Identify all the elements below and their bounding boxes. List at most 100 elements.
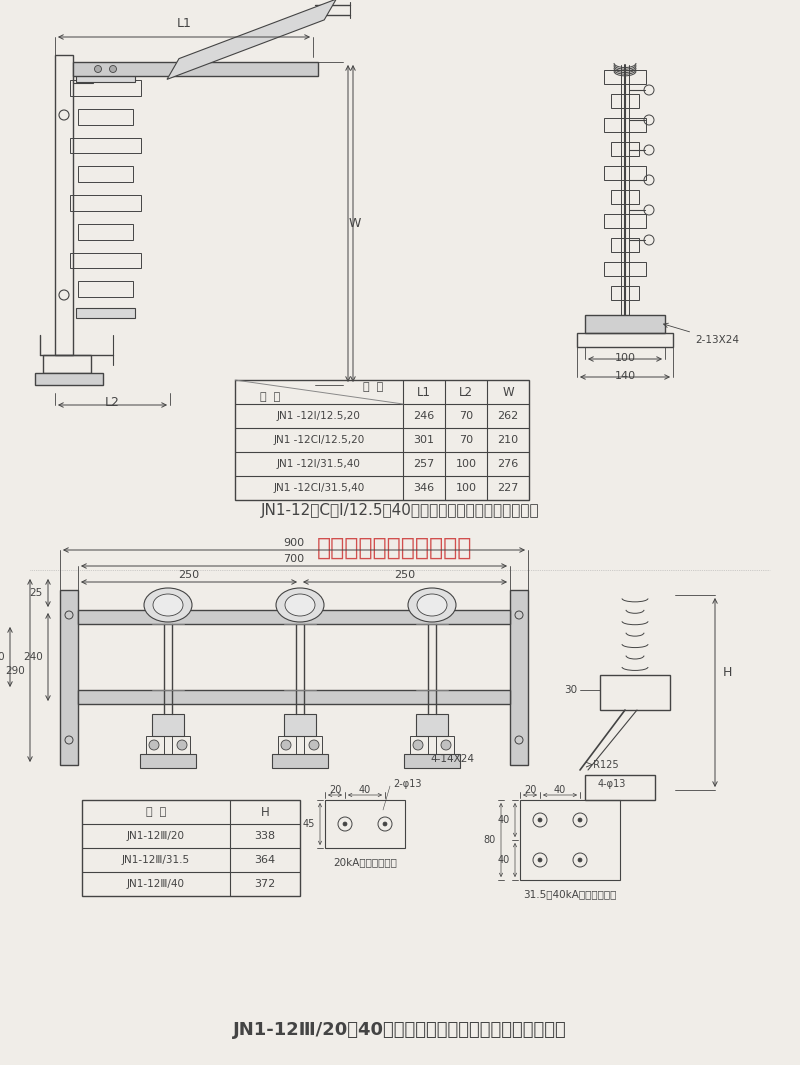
Bar — [604, 70, 646, 84]
Bar — [585, 315, 665, 333]
Bar — [520, 800, 620, 880]
Text: 20: 20 — [524, 785, 536, 794]
Text: W: W — [349, 217, 361, 230]
Circle shape — [441, 740, 451, 750]
Text: 100: 100 — [0, 652, 5, 662]
Bar — [611, 142, 639, 157]
Text: 250: 250 — [394, 570, 415, 580]
Ellipse shape — [276, 588, 324, 622]
Polygon shape — [167, 0, 336, 80]
Ellipse shape — [417, 594, 447, 616]
Ellipse shape — [408, 588, 456, 622]
Text: 型  号: 型 号 — [260, 392, 280, 402]
Text: >R125: >R125 — [585, 760, 618, 770]
Text: 型  号: 型 号 — [146, 807, 166, 817]
Bar — [78, 224, 133, 240]
Text: W: W — [502, 386, 514, 398]
Text: 30: 30 — [564, 685, 577, 695]
Bar — [272, 754, 328, 768]
Bar — [416, 714, 448, 736]
Bar — [585, 775, 655, 800]
Text: 70: 70 — [459, 411, 473, 421]
Text: 700: 700 — [283, 554, 305, 564]
Text: 20kA接线端子尺寸: 20kA接线端子尺寸 — [333, 857, 397, 867]
Text: 2-13X24: 2-13X24 — [663, 323, 739, 345]
Bar — [604, 118, 646, 132]
Text: 40: 40 — [359, 785, 371, 794]
Circle shape — [281, 740, 291, 750]
Text: 31.5～40kA接线端子尺寸: 31.5～40kA接线端子尺寸 — [523, 889, 617, 899]
Text: 100: 100 — [614, 353, 635, 363]
Text: JN1 -12CⅠ/12.5,20: JN1 -12CⅠ/12.5,20 — [274, 435, 365, 445]
Bar — [73, 75, 93, 83]
Text: 140: 140 — [614, 371, 635, 381]
Circle shape — [578, 858, 582, 862]
Text: 346: 346 — [414, 484, 434, 493]
Text: 100: 100 — [455, 459, 477, 469]
Text: 227: 227 — [498, 484, 518, 493]
Bar — [325, 800, 405, 848]
Text: 20: 20 — [329, 785, 341, 794]
Ellipse shape — [144, 588, 192, 622]
Bar — [43, 355, 91, 373]
Circle shape — [413, 740, 423, 750]
Text: JN1 -12Ⅰ/31.5,40: JN1 -12Ⅰ/31.5,40 — [277, 459, 361, 469]
Bar — [611, 286, 639, 300]
Circle shape — [309, 740, 319, 750]
Circle shape — [177, 740, 187, 750]
Bar — [611, 237, 639, 252]
Text: 仪征富非特电器有限公司: 仪征富非特电器有限公司 — [318, 536, 473, 560]
Bar — [304, 736, 322, 754]
Bar — [404, 754, 460, 768]
Text: 250: 250 — [178, 570, 199, 580]
Bar — [611, 190, 639, 204]
Bar — [140, 754, 196, 768]
Circle shape — [538, 818, 542, 822]
Text: 276: 276 — [498, 459, 518, 469]
Bar — [78, 166, 133, 182]
Bar — [78, 109, 133, 125]
Bar — [78, 690, 510, 704]
Text: 70: 70 — [459, 435, 473, 445]
Bar — [235, 380, 529, 499]
Bar — [82, 800, 300, 896]
Text: JN1-12（C）Ⅰ/12.5～40单相接地开关外形及安装尺寸图: JN1-12（C）Ⅰ/12.5～40单相接地开关外形及安装尺寸图 — [261, 503, 539, 518]
Text: 尺  寸: 尺 寸 — [363, 382, 383, 392]
Circle shape — [110, 66, 117, 72]
Text: 25: 25 — [30, 588, 43, 599]
Circle shape — [94, 66, 102, 72]
Circle shape — [538, 858, 542, 862]
Text: 262: 262 — [498, 411, 518, 421]
Bar — [152, 714, 184, 736]
Bar — [60, 590, 78, 765]
Text: 100: 100 — [455, 484, 477, 493]
Text: H: H — [261, 805, 270, 819]
Text: JN1-12Ⅲ/31.5: JN1-12Ⅲ/31.5 — [122, 855, 190, 865]
Text: 257: 257 — [414, 459, 434, 469]
Circle shape — [578, 818, 582, 822]
Text: 364: 364 — [254, 855, 275, 865]
Circle shape — [383, 822, 387, 826]
Text: JN1 -12Ⅰ/12.5,20: JN1 -12Ⅰ/12.5,20 — [277, 411, 361, 421]
Bar — [604, 262, 646, 277]
Bar — [70, 252, 141, 268]
Ellipse shape — [285, 594, 315, 616]
Text: 40: 40 — [554, 785, 566, 794]
Text: L1: L1 — [177, 17, 191, 30]
Text: L2: L2 — [459, 386, 473, 398]
Bar — [78, 610, 510, 624]
Bar — [600, 675, 670, 710]
Text: 290: 290 — [6, 666, 25, 675]
Bar — [76, 308, 135, 318]
Bar — [410, 736, 428, 754]
Text: JN1 -12CⅠ/31.5,40: JN1 -12CⅠ/31.5,40 — [274, 484, 365, 493]
Bar — [146, 736, 164, 754]
Bar — [284, 714, 316, 736]
Text: 301: 301 — [414, 435, 434, 445]
Text: 40: 40 — [498, 855, 510, 865]
Text: JN1-12Ⅲ/20～40型户内高压接地开关外形及安装尺寸图: JN1-12Ⅲ/20～40型户内高压接地开关外形及安装尺寸图 — [233, 1021, 567, 1039]
Bar — [78, 281, 133, 297]
Text: L1: L1 — [417, 386, 431, 398]
Bar — [611, 94, 639, 109]
Circle shape — [149, 740, 159, 750]
